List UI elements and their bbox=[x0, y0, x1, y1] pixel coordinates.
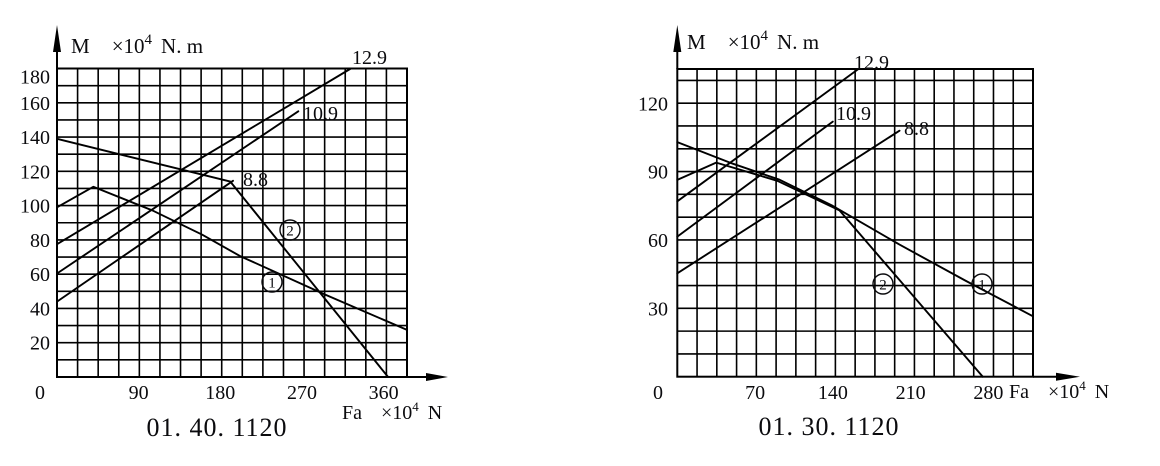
series-label-curve-1-dynamic: 1 bbox=[971, 273, 993, 295]
y-tick-label: 40 bbox=[30, 298, 50, 320]
series-label-digit: 1 bbox=[978, 278, 986, 294]
chart-caption-right: 01. 30. 1120 bbox=[758, 412, 900, 441]
y-axis-scale: ×10 bbox=[111, 34, 145, 58]
x-axis-title-left: Fa ×104 N bbox=[342, 399, 443, 425]
x-tick-label: 280 bbox=[973, 382, 1003, 404]
x-axis-unit: N bbox=[427, 402, 443, 424]
chart-01-40-1120: 20 40 60 80 100 120 140 160 180 0 90 180 270 360 12.9 1… bbox=[20, 25, 448, 404]
series-bolt-grade-8.8 bbox=[56, 179, 234, 303]
series-label-digit: 2 bbox=[286, 224, 294, 240]
series-label-bolt-grade-10.9: 10.9 bbox=[303, 103, 338, 125]
chart-01-30-1120: 30 60 90 120 0 70 140 210 280 12.9 10.9 8.8 2 1 bbox=[638, 25, 1080, 404]
y-tick-label: 160 bbox=[20, 93, 50, 115]
series-curve-1-dynamic bbox=[56, 185, 408, 331]
x-axis-quantity: Fa bbox=[342, 402, 362, 424]
y-axis-title-left: M ×104 N. m bbox=[71, 32, 204, 60]
series-label-bolt-grade-8.8: 8.8 bbox=[243, 169, 268, 191]
x-tick-label: 210 bbox=[896, 382, 926, 404]
y-axis-quantity: M bbox=[71, 34, 90, 58]
series-curve-2-static bbox=[676, 161, 984, 378]
x-axis-scale: ×10 bbox=[1048, 381, 1080, 403]
x-tick-label: 140 bbox=[818, 382, 848, 404]
series-curve-1-dynamic bbox=[676, 141, 1034, 318]
x-axis-scale: ×10 bbox=[381, 402, 413, 424]
y-tick-label: 120 bbox=[638, 93, 668, 115]
series-label-bolt-grade-12.9: 12.9 bbox=[854, 52, 889, 74]
y-tick-label: 60 bbox=[30, 264, 50, 286]
y-axis-quantity: M bbox=[687, 30, 706, 54]
series-label-bolt-grade-10.9: 10.9 bbox=[836, 103, 871, 125]
y-tick-label: 90 bbox=[648, 162, 668, 184]
y-tick-label: 20 bbox=[30, 333, 50, 355]
plot-border bbox=[56, 67, 408, 378]
series-label-digit: 2 bbox=[879, 278, 887, 294]
y-tick-label: 80 bbox=[30, 230, 50, 252]
x-tick-label: 90 bbox=[129, 382, 149, 404]
y-tick-label: 120 bbox=[20, 161, 50, 183]
y-tick-label: 180 bbox=[20, 66, 50, 88]
series-label-bolt-grade-8.8: 8.8 bbox=[904, 118, 929, 140]
series-bolt-grade-12.9 bbox=[676, 68, 860, 203]
series-curve-2-static bbox=[56, 137, 390, 378]
x-axis-quantity: Fa bbox=[1009, 381, 1029, 403]
y-axis-unit: N. m bbox=[161, 34, 204, 58]
series-label-curve-2-static: 2 bbox=[279, 219, 301, 241]
y-tick-label: 140 bbox=[20, 127, 50, 149]
plot-border bbox=[676, 68, 1034, 378]
series-label-digit: 1 bbox=[268, 276, 276, 292]
y-tick-label: 100 bbox=[20, 196, 50, 218]
series-bolt-grade-10.9 bbox=[676, 120, 834, 238]
y-tick-label: 60 bbox=[648, 230, 668, 252]
series-bolt-grade-8.8 bbox=[676, 129, 901, 275]
y-axis-title-right: M ×104 N. m bbox=[687, 28, 820, 56]
y-axis-arrow bbox=[53, 25, 61, 69]
y-axis-scale: ×10 bbox=[727, 30, 761, 54]
series-label-curve-2-static: 2 bbox=[872, 273, 894, 295]
series-bolt-grade-10.9 bbox=[56, 110, 300, 275]
series-label-bolt-grade-12.9: 12.9 bbox=[352, 47, 387, 69]
x-axis-exponent: 4 bbox=[1079, 378, 1086, 393]
series-bolt-grade-12.9 bbox=[56, 67, 352, 246]
x-axis-arrow bbox=[407, 373, 448, 381]
chart-caption-left: 01. 40. 1120 bbox=[146, 413, 288, 442]
x-tick-label: 360 bbox=[369, 382, 399, 404]
x-axis-unit: N bbox=[1094, 381, 1110, 403]
y-axis-unit: N. m bbox=[777, 30, 820, 54]
x-tick-label: 70 bbox=[745, 382, 765, 404]
y-axis-arrow bbox=[673, 25, 682, 69]
y-axis-exponent: 4 bbox=[144, 32, 153, 48]
x-tick-label: 270 bbox=[287, 382, 317, 404]
x-tick-label: 0 bbox=[35, 382, 45, 404]
x-axis-arrow bbox=[1033, 372, 1080, 381]
x-axis-title-right: Fa ×104 N bbox=[1009, 378, 1110, 404]
x-axis-exponent: 4 bbox=[412, 399, 419, 414]
y-tick-label: 30 bbox=[648, 298, 668, 320]
x-tick-label: 0 bbox=[653, 382, 663, 404]
y-axis-exponent: 4 bbox=[760, 28, 769, 44]
series-label-curve-1-dynamic: 1 bbox=[261, 271, 283, 293]
x-tick-label: 180 bbox=[205, 382, 235, 404]
grid bbox=[57, 68, 407, 377]
